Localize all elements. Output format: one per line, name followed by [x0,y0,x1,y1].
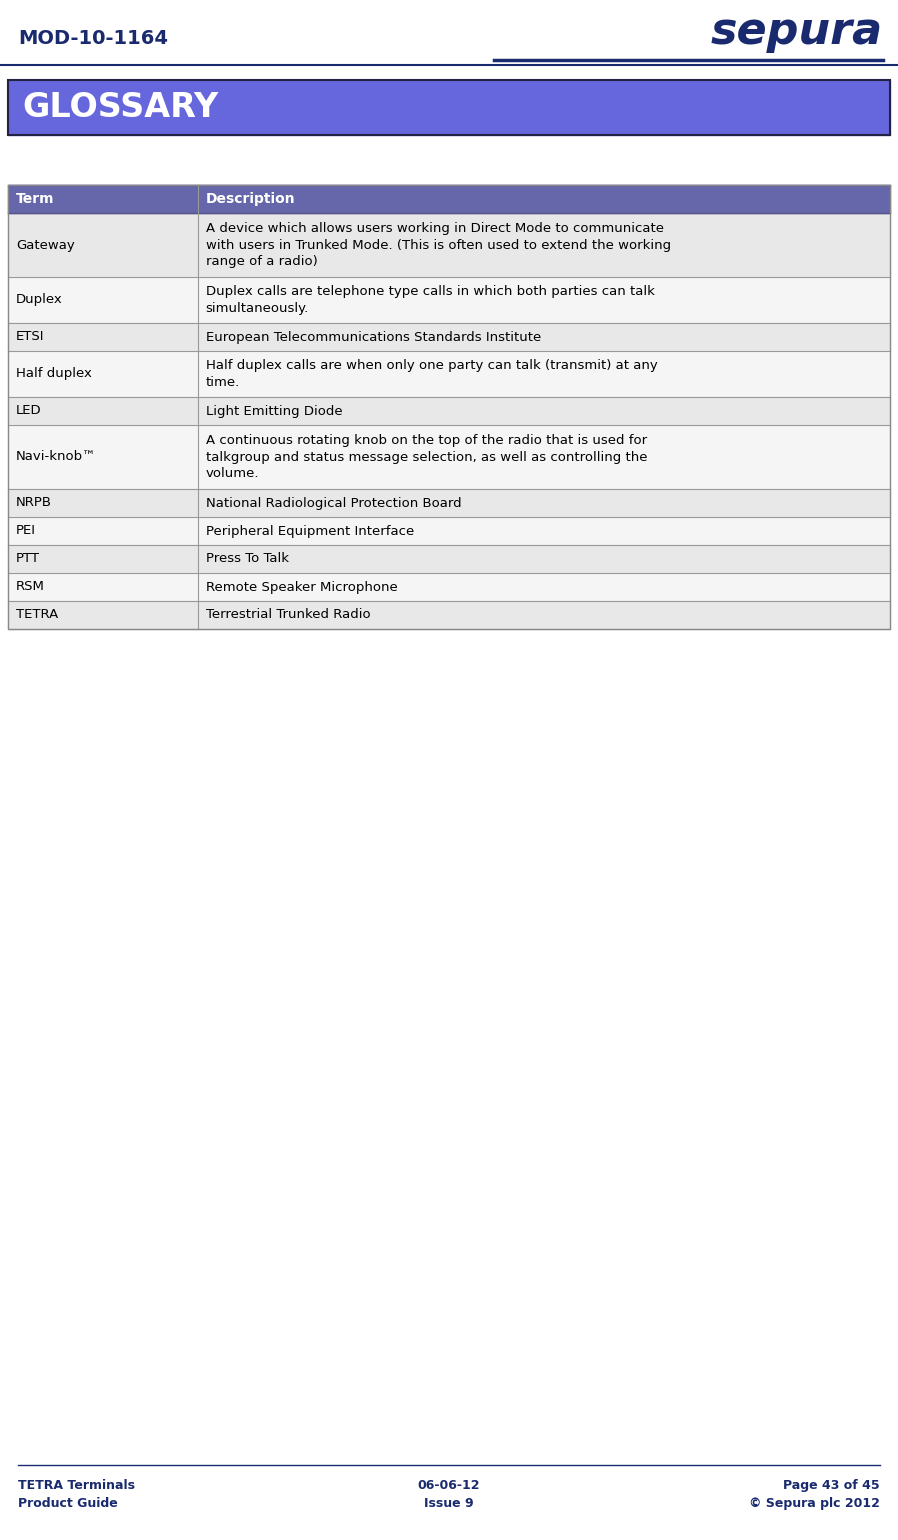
Text: Terrestrial Trunked Radio: Terrestrial Trunked Radio [206,608,370,622]
Bar [8,277,890,323]
Text: A continuous rotating knob on the top of the radio that is used for
talkgroup an: A continuous rotating knob on the top of… [206,434,647,480]
Text: Gateway: Gateway [16,239,75,251]
Text: TETRA: TETRA [16,608,58,622]
Text: National Radiological Protection Board: National Radiological Protection Board [206,496,462,510]
Text: RSM: RSM [16,581,45,593]
Text: Navi-knob™: Navi-knob™ [16,451,96,464]
Bar [8,545,890,573]
Text: TETRA Terminals: TETRA Terminals [18,1478,135,1492]
Text: Term: Term [16,192,55,206]
Text: GLOSSARY: GLOSSARY [22,91,218,125]
Bar [8,213,890,277]
Text: Remote Speaker Microphone: Remote Speaker Microphone [206,581,398,593]
Text: Half duplex calls are when only one party can talk (transmit) at any
time.: Half duplex calls are when only one part… [206,359,657,388]
Bar [8,517,890,545]
Text: Peripheral Equipment Interface: Peripheral Equipment Interface [206,525,414,537]
Text: © Sepura plc 2012: © Sepura plc 2012 [749,1497,880,1511]
Text: MOD-10-1164: MOD-10-1164 [18,29,168,48]
Bar [8,351,890,397]
Bar [8,185,890,213]
Bar [8,80,890,136]
Bar [8,601,890,628]
Bar [8,185,890,628]
Bar [8,323,890,351]
Bar [8,573,890,601]
Text: PTT: PTT [16,553,40,565]
Text: European Telecommunications Standards Institute: European Telecommunications Standards In… [206,331,541,343]
Text: Light Emitting Diode: Light Emitting Diode [206,405,342,417]
Text: Duplex calls are telephone type calls in which both parties can talk
simultaneou: Duplex calls are telephone type calls in… [206,285,655,314]
Text: 06-06-12: 06-06-12 [418,1478,480,1492]
Text: Half duplex: Half duplex [16,368,92,380]
Text: Issue 9: Issue 9 [424,1497,474,1511]
Bar [8,80,890,136]
Text: sepura: sepura [711,9,883,52]
Bar [8,397,890,425]
Text: PEI: PEI [16,525,36,537]
Text: LED: LED [16,405,41,417]
Text: Product Guide: Product Guide [18,1497,118,1511]
Text: Description: Description [206,192,295,206]
Bar [8,490,890,517]
Text: ETSI: ETSI [16,331,45,343]
Text: Press To Talk: Press To Talk [206,553,288,565]
Bar [8,425,890,490]
Text: NRPB: NRPB [16,496,52,510]
Text: Duplex: Duplex [16,294,63,306]
Text: Page 43 of 45: Page 43 of 45 [783,1478,880,1492]
Text: A device which allows users working in Direct Mode to communicate
with users in : A device which allows users working in D… [206,222,671,268]
